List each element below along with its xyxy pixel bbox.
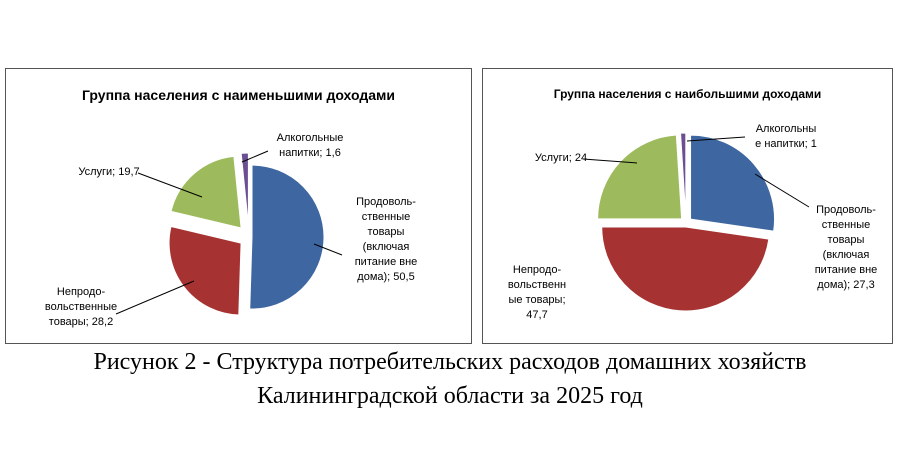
pie-chart-lowest-income [115, 150, 343, 316]
leader-line-nonfood [115, 280, 195, 315]
slice-label-nonfood: Непродо- вольственные товары; 28,2 [44, 286, 118, 328]
leader-line-food [754, 173, 810, 208]
leader-line-services [582, 158, 638, 164]
figure-caption-line-2: Калининградской области за 2025 год [257, 383, 643, 409]
pie-slice-food [690, 134, 775, 232]
leader-line-alcohol [686, 136, 746, 142]
pie-slice-services [597, 134, 683, 220]
pie-slice-nonfood [168, 225, 242, 316]
pie-slice-services [170, 155, 242, 229]
chart-title: Группа населения с наибольшими доходами [553, 87, 822, 101]
leader-line-services [137, 172, 203, 198]
chart-title: Группа населения с наименьшими доходами [82, 87, 395, 103]
chart-panel-highest-income: Группа населения с наибольшими доходами … [482, 68, 893, 344]
leader-line-food [313, 243, 343, 256]
leader-line-alcohol [241, 150, 269, 163]
slice-label-food: Продоволь- ственные товары (включая пита… [814, 204, 878, 291]
pie-slice-alcohol [680, 132, 687, 218]
pie-slice-nonfood [601, 226, 770, 312]
pie-slice-alcohol [240, 152, 249, 226]
slice-label-nonfood: Непродо- вольственн ые товары; 47,7 [507, 264, 567, 321]
slice-label-services: Услуги; 19,7 [78, 166, 140, 178]
slice-label-food: Продоволь- ственные товары (включая пита… [354, 196, 418, 283]
slice-label-services: Услуги; 24 [534, 152, 588, 164]
figure-caption-line-1: Рисунок 2 - Структура потребительских ра… [93, 349, 807, 375]
slice-label-alcohol: Алкогольные напитки; 1,6 [276, 132, 344, 159]
chart-panel-lowest-income: Группа населения с наименьшими доходами … [5, 68, 472, 344]
pie-slice-food [249, 164, 325, 310]
slice-label-alcohol: Алкогольны е напитки; 1 [755, 123, 817, 150]
pie-chart-highest-income [582, 132, 810, 312]
